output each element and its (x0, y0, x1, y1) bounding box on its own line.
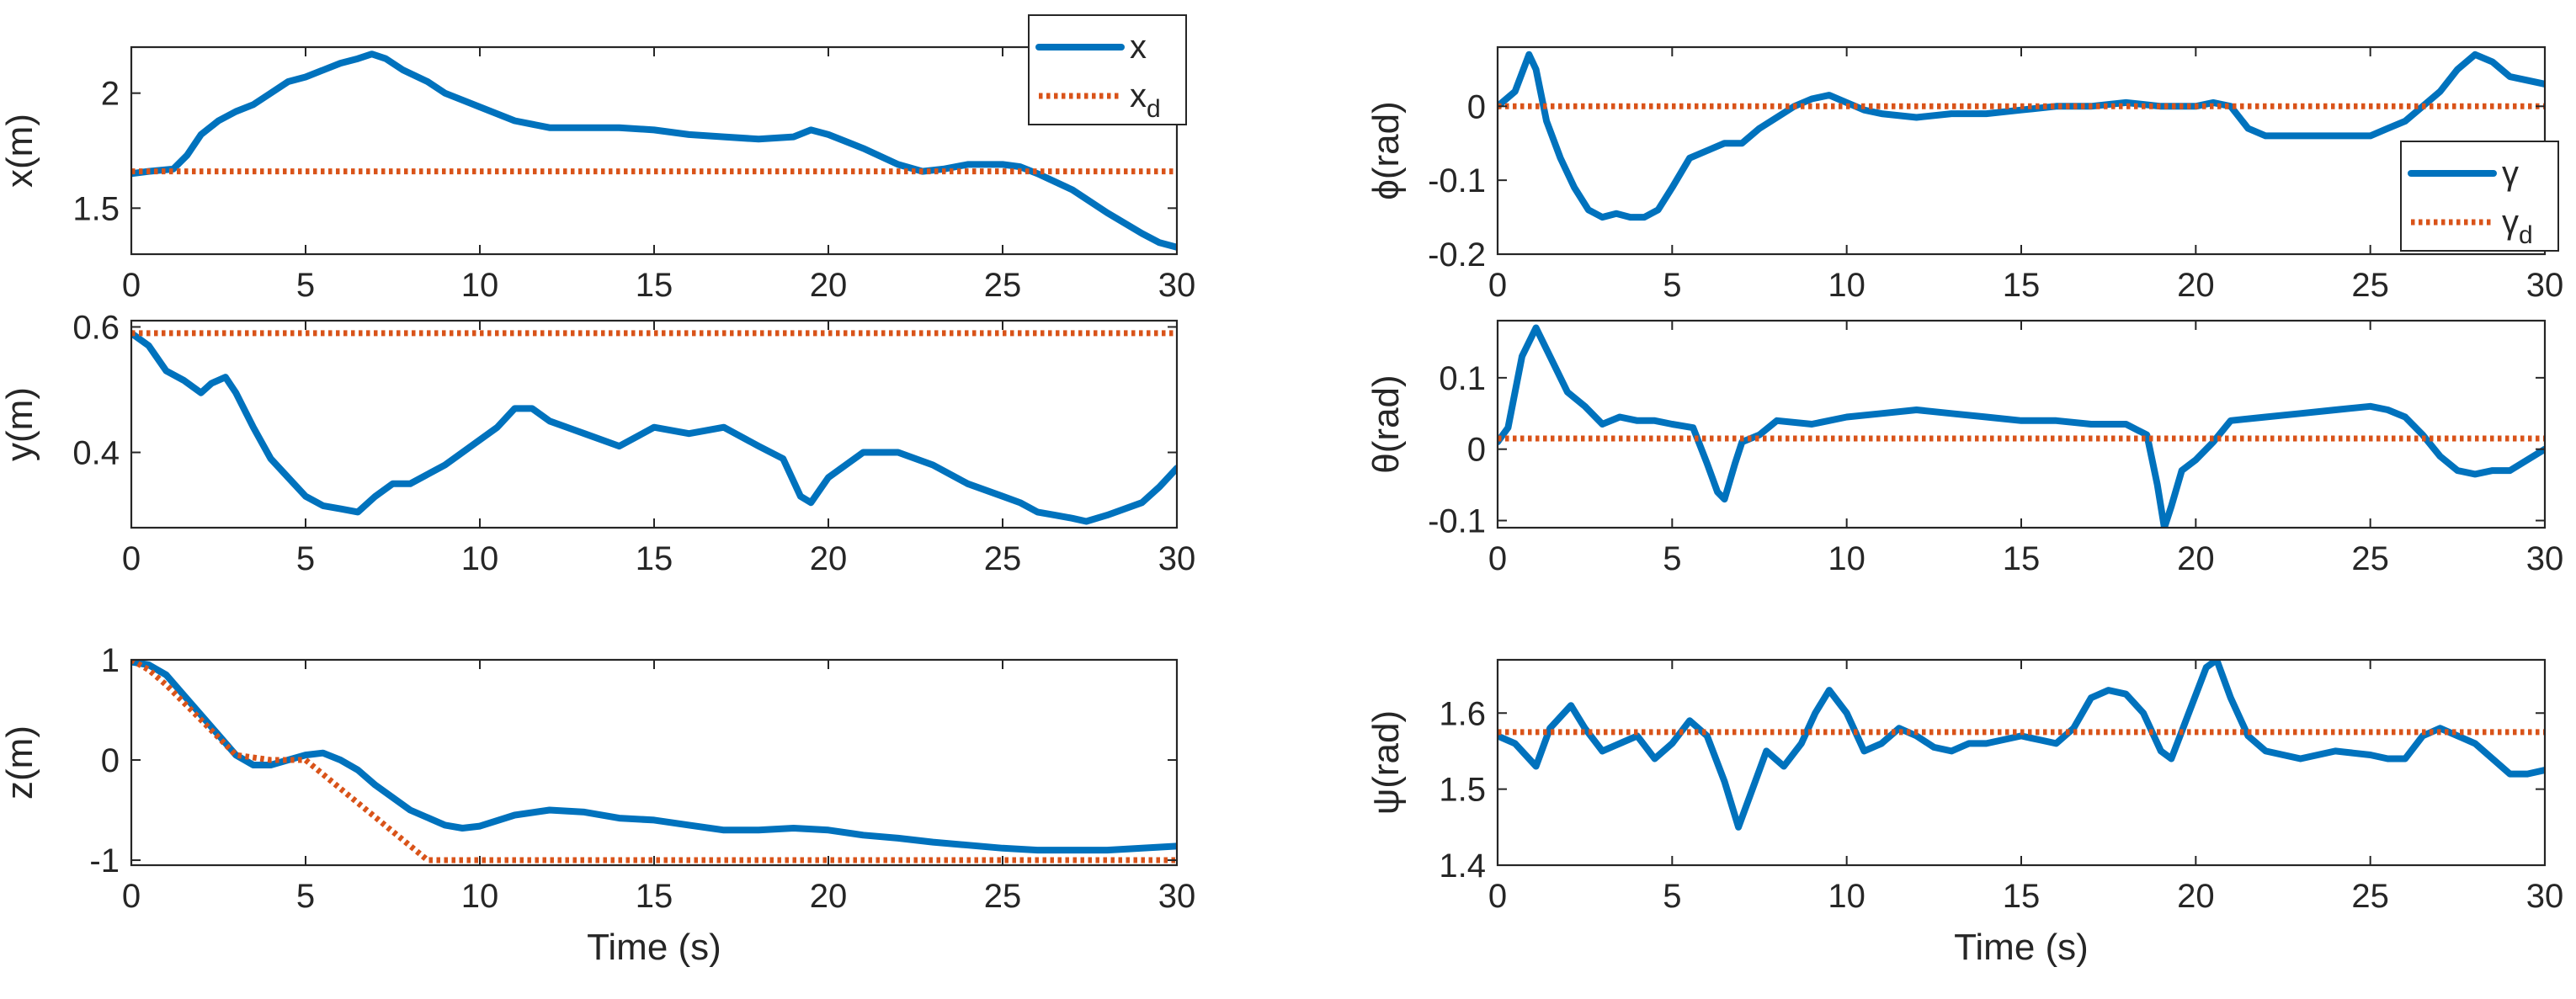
x-tick-label: 25 (984, 267, 1022, 304)
y-tick-label: 1.5 (1439, 772, 1486, 809)
panel-theta: 0 5 10 15 20 25 30-0.100.1θ(rad) (1365, 319, 2564, 577)
series-line-y (131, 329, 1177, 525)
legend-x: xxd (1028, 14, 1187, 125)
legend-phi: γγd (2400, 141, 2559, 252)
x-tick-label: 0 (122, 267, 141, 304)
x-tick-label: 10 (1828, 540, 1865, 577)
y-tick-label: 1.5 (72, 190, 120, 227)
series-group-y (131, 329, 1177, 525)
x-tick-label: 30 (1158, 878, 1196, 915)
legend-subscript: d (1147, 95, 1161, 123)
series-line-theta (1498, 324, 2545, 528)
x-tick-label: 15 (2003, 540, 2041, 577)
x-tick-label: 15 (636, 540, 673, 577)
x-tick-label: 25 (2351, 878, 2389, 915)
x-tick-label: 15 (636, 267, 673, 304)
y-tick-label: -0.1 (1428, 503, 1486, 540)
x-tick-label: 0 (122, 878, 141, 915)
series-line-x (131, 50, 1177, 251)
x-tick-label: 30 (2526, 540, 2564, 577)
series-group-z (131, 660, 1177, 863)
x-tick-label: 5 (296, 540, 315, 577)
x-tick-label: 20 (810, 540, 848, 577)
y-tick-label: 0 (101, 742, 120, 779)
x-axis-label: Time (s) (1954, 927, 2089, 968)
x-tick-label: 10 (461, 540, 499, 577)
series-group-x (131, 50, 1177, 251)
x-tick-label: 10 (1828, 267, 1865, 304)
x-tick-label: 30 (1158, 267, 1196, 304)
y-axis-label: y(m) (0, 387, 40, 461)
series-line-psi (1498, 660, 2545, 831)
plot-frame-theta (1496, 319, 2547, 529)
legend-box (2400, 141, 2559, 252)
y-tick-label: 0.6 (72, 309, 120, 346)
x-tick-label: 25 (984, 878, 1022, 915)
y-axis-label: z(m) (0, 725, 40, 800)
x-tick-label: 20 (810, 878, 848, 915)
x-tick-label: 5 (1663, 878, 1681, 915)
series-line-z (131, 660, 1177, 854)
legend-label-actual: x (1130, 29, 1147, 66)
y-tick-label: -1 (89, 842, 120, 879)
x-tick-label: 5 (1663, 540, 1681, 577)
x-tick-label: 5 (296, 267, 315, 304)
y-tick-label: -0.1 (1428, 162, 1486, 199)
x-tick-label: 15 (2003, 267, 2041, 304)
x-tick-label: 0 (1488, 878, 1507, 915)
panel-y: 0 5 10 15 20 25 30 0.4 0.6 y(m) (0, 309, 1195, 577)
x-tick-label: 5 (296, 878, 315, 915)
plot-frame-psi (1496, 658, 2547, 867)
y-axis-label: θ(rad) (1365, 375, 1407, 473)
x-tick-label: 20 (2177, 267, 2215, 304)
y-axis-label: x(m) (0, 114, 40, 188)
x-tick-label: 10 (461, 878, 499, 915)
x-tick-label: 15 (636, 878, 673, 915)
series-group-theta (1498, 324, 2545, 528)
x-tick-label: 15 (2003, 878, 2041, 915)
x-tick-label: 5 (1663, 267, 1681, 304)
series-group-psi (1498, 660, 2545, 831)
series-line-phi (1498, 50, 2545, 221)
x-tick-label: 30 (2526, 878, 2564, 915)
y-tick-label: 0 (1467, 432, 1486, 469)
x-tick-label: 30 (1158, 540, 1196, 577)
x-tick-label: 25 (984, 540, 1022, 577)
y-tick-label: 0.4 (72, 435, 120, 472)
x-tick-label: 25 (2351, 540, 2389, 577)
panel-psi: 0 5 10 15 20 25 30 1.4 1.5 1.6 ψ(rad) Time (s) (1365, 658, 2564, 968)
series-group-phi (1498, 50, 2545, 221)
x-tick-label: 20 (2177, 540, 2215, 577)
y-axis-label: ψ(rad) (1365, 710, 1407, 815)
panel-x: 0 5 10 15 20 25 301.52x(m)xxd (0, 14, 1196, 304)
legend-box (1028, 14, 1187, 125)
legend-subscript: d (2519, 221, 2533, 249)
y-tick-label: 0.1 (1439, 360, 1486, 397)
panel-phi: 0 5 10 15 20 25 30-0.2-0.10ϕ(rad) γγd (1365, 45, 2564, 304)
y-tick-label: 1.6 (1439, 695, 1486, 732)
legend-label-actual: γ (2502, 155, 2519, 192)
y-tick-label: -0.2 (1428, 236, 1486, 274)
x-axis-label: Time (s) (587, 927, 721, 968)
x-tick-label: 20 (810, 267, 848, 304)
y-tick-label: 1.4 (1439, 848, 1486, 885)
x-tick-label: 20 (2177, 878, 2215, 915)
y-tick-label: 0 (1467, 88, 1486, 125)
x-tick-label: 0 (1488, 540, 1507, 577)
x-tick-label: 10 (1828, 878, 1865, 915)
x-tick-label: 30 (2526, 267, 2564, 304)
x-tick-label: 25 (2351, 267, 2389, 304)
x-tick-label: 0 (1488, 267, 1507, 304)
plot-frame-phi (1496, 45, 2547, 256)
y-tick-label: 2 (101, 76, 120, 113)
x-tick-label: 10 (461, 267, 499, 304)
y-tick-label: 1 (101, 642, 120, 679)
x-tick-label: 0 (122, 540, 141, 577)
y-axis-label: ϕ(rad) (1365, 101, 1407, 200)
